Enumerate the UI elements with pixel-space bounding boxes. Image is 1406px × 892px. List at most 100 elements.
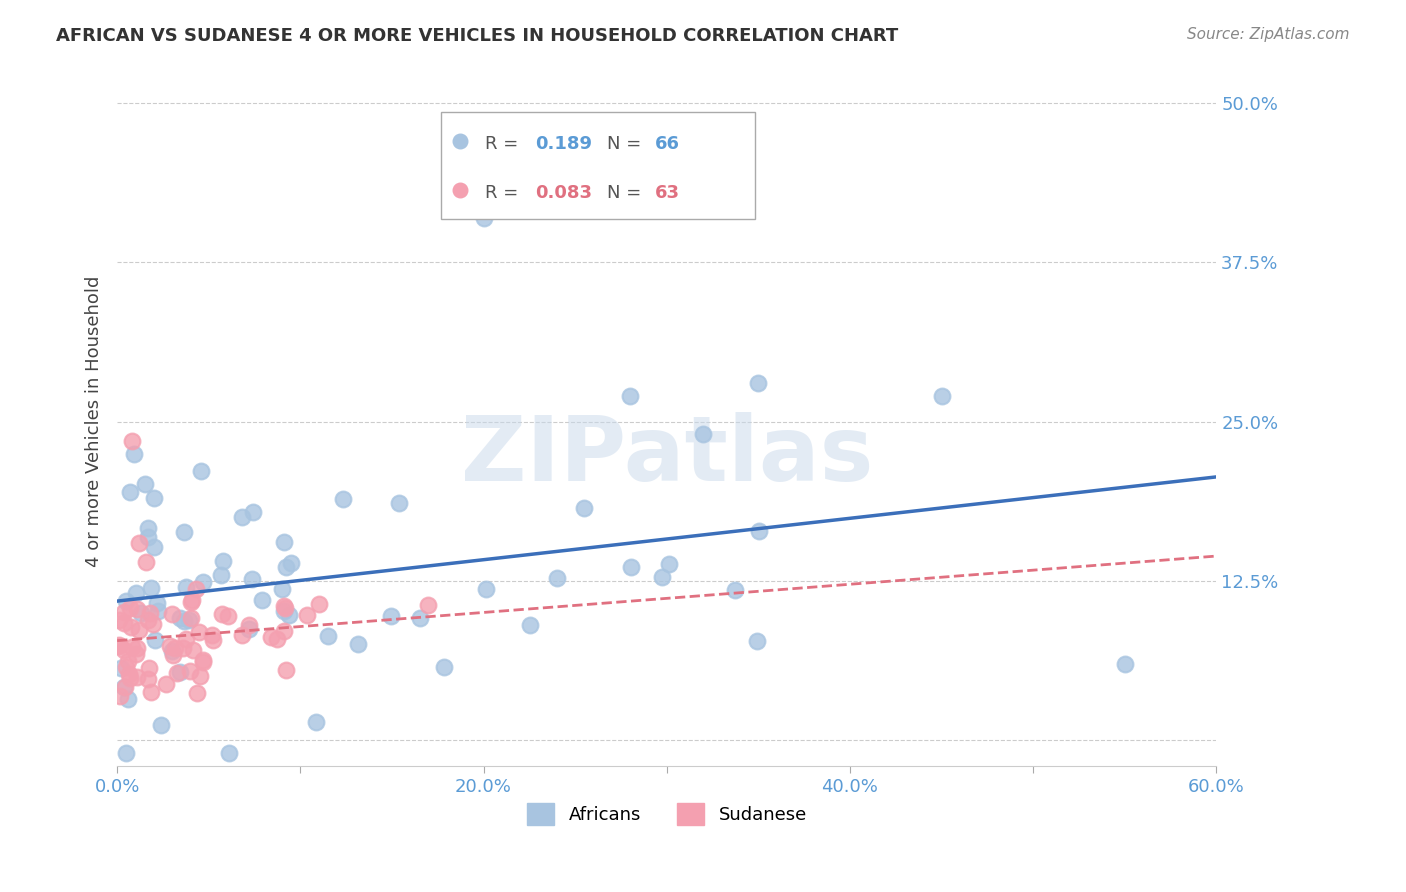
Point bbox=[193, 652, 215, 666]
Point bbox=[128, 535, 150, 549]
Point bbox=[121, 640, 143, 654]
Point bbox=[155, 677, 177, 691]
Point bbox=[128, 623, 150, 637]
Point bbox=[162, 607, 184, 621]
Y-axis label: 4 or more Vehicles in Household: 4 or more Vehicles in Household bbox=[86, 276, 103, 567]
Point bbox=[127, 641, 149, 656]
Point bbox=[574, 501, 596, 516]
Point bbox=[169, 611, 191, 625]
Point bbox=[211, 607, 233, 621]
Point bbox=[117, 691, 139, 706]
Point bbox=[270, 582, 292, 596]
Point bbox=[280, 556, 302, 570]
Point bbox=[146, 596, 169, 610]
Point bbox=[120, 600, 142, 615]
Point bbox=[117, 654, 139, 668]
Point bbox=[273, 535, 295, 549]
Point bbox=[209, 568, 232, 582]
Point bbox=[201, 628, 224, 642]
Point bbox=[108, 639, 131, 653]
Point bbox=[231, 628, 253, 642]
Point bbox=[129, 606, 152, 620]
Point bbox=[651, 570, 673, 584]
Point bbox=[112, 615, 135, 630]
Point bbox=[165, 641, 187, 656]
Point bbox=[181, 642, 204, 657]
Point bbox=[238, 623, 260, 637]
Point bbox=[347, 637, 370, 651]
Point bbox=[190, 465, 212, 479]
Point bbox=[120, 619, 142, 633]
Point bbox=[136, 613, 159, 627]
Point bbox=[142, 540, 165, 554]
Point bbox=[931, 389, 953, 403]
Point bbox=[231, 510, 253, 524]
Point bbox=[115, 746, 138, 760]
Point bbox=[108, 613, 131, 627]
Point bbox=[212, 554, 235, 568]
Point bbox=[308, 597, 330, 611]
Point bbox=[127, 602, 149, 616]
Point bbox=[295, 608, 318, 623]
Point bbox=[114, 594, 136, 608]
Point bbox=[141, 581, 163, 595]
Point bbox=[692, 427, 714, 442]
Point bbox=[115, 660, 138, 674]
Legend: Africans, Sudanese: Africans, Sudanese bbox=[520, 796, 814, 832]
Point bbox=[332, 492, 354, 507]
Point bbox=[125, 586, 148, 600]
Point bbox=[193, 655, 215, 669]
Point bbox=[118, 667, 141, 681]
Text: AFRICAN VS SUDANESE 4 OR MORE VEHICLES IN HOUSEHOLD CORRELATION CHART: AFRICAN VS SUDANESE 4 OR MORE VEHICLES I… bbox=[56, 27, 898, 45]
Point bbox=[174, 580, 197, 594]
Point bbox=[118, 671, 141, 685]
Point bbox=[179, 613, 201, 627]
Point bbox=[160, 644, 183, 658]
Point bbox=[418, 598, 440, 612]
Point bbox=[474, 582, 496, 596]
Point bbox=[146, 604, 169, 618]
Point bbox=[143, 633, 166, 648]
Point bbox=[186, 582, 208, 597]
Point bbox=[136, 521, 159, 535]
Point bbox=[112, 605, 135, 619]
Point bbox=[172, 640, 194, 655]
Point bbox=[658, 557, 681, 571]
Point bbox=[136, 672, 159, 686]
Point bbox=[166, 665, 188, 680]
Point bbox=[409, 611, 432, 625]
Point bbox=[118, 484, 141, 499]
Point bbox=[273, 624, 295, 639]
Point bbox=[181, 593, 204, 607]
Point bbox=[112, 643, 135, 657]
Point bbox=[173, 614, 195, 628]
Point bbox=[110, 689, 132, 703]
Point bbox=[723, 583, 745, 598]
Point bbox=[134, 476, 156, 491]
Point bbox=[142, 616, 165, 631]
Point bbox=[191, 574, 214, 589]
Point bbox=[217, 608, 239, 623]
Point bbox=[180, 595, 202, 609]
Point bbox=[747, 376, 769, 391]
Point bbox=[218, 746, 240, 760]
Point bbox=[112, 680, 135, 694]
Text: ZIPatlas: ZIPatlas bbox=[461, 412, 873, 500]
Point bbox=[159, 639, 181, 653]
Point bbox=[188, 669, 211, 683]
Point bbox=[380, 608, 402, 623]
Point bbox=[121, 434, 143, 448]
Point bbox=[274, 559, 297, 574]
Point bbox=[388, 496, 411, 510]
Point bbox=[174, 632, 197, 646]
Point bbox=[110, 661, 132, 675]
Point bbox=[1114, 657, 1136, 671]
Point bbox=[273, 599, 295, 613]
Point bbox=[108, 639, 131, 653]
Point bbox=[238, 617, 260, 632]
Point bbox=[273, 604, 295, 618]
Point bbox=[305, 714, 328, 729]
Point bbox=[125, 670, 148, 684]
Point bbox=[242, 505, 264, 519]
Point bbox=[149, 718, 172, 732]
